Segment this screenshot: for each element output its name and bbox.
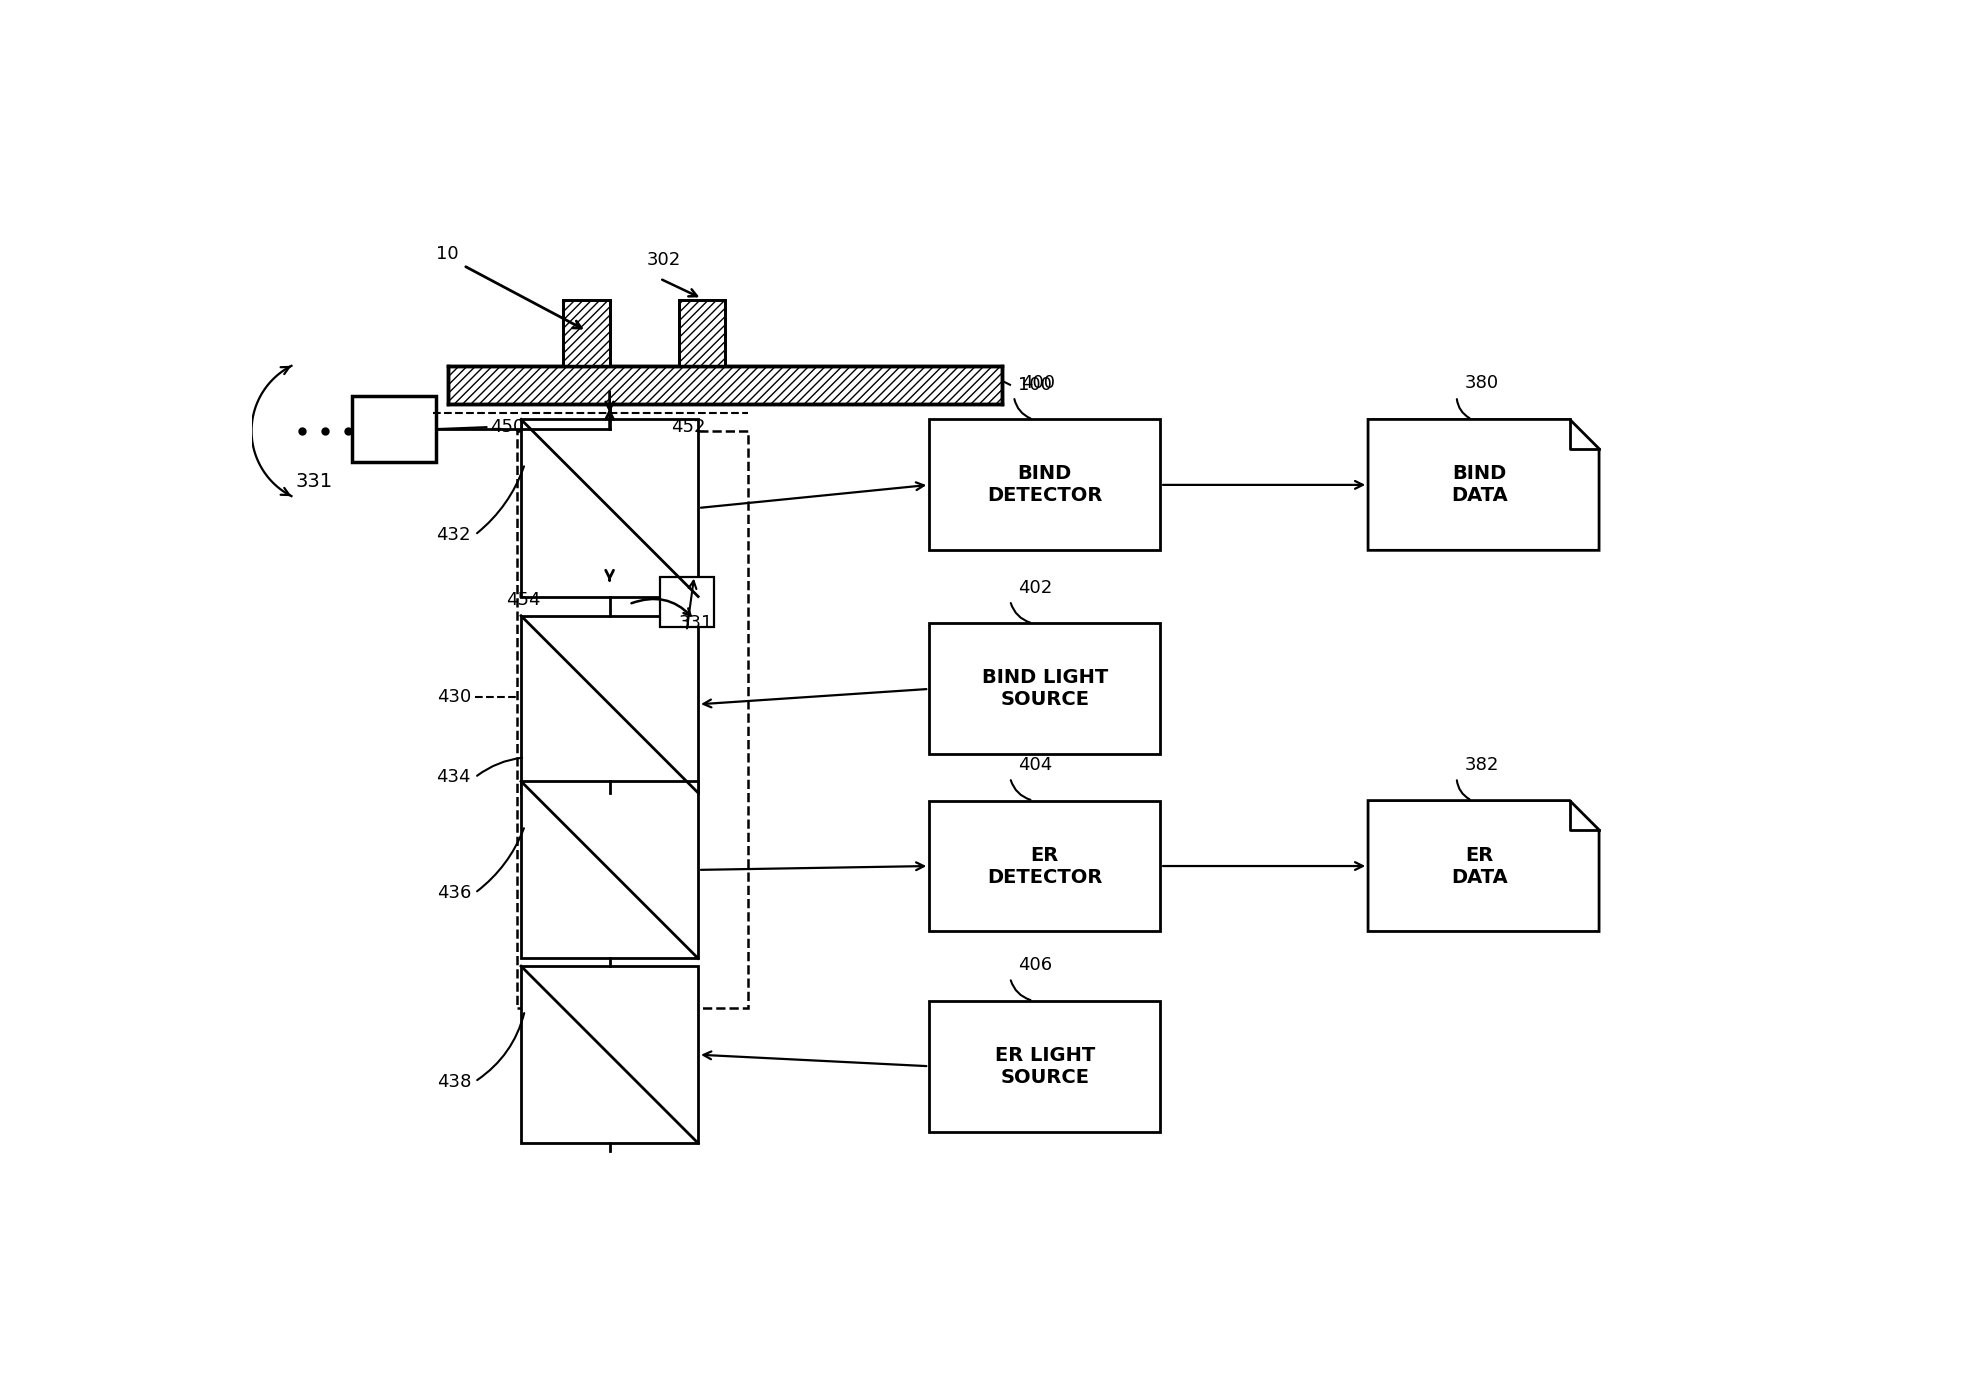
Text: 10: 10 — [436, 244, 460, 263]
Text: 380: 380 — [1464, 374, 1498, 393]
Text: ER
DETECTOR: ER DETECTOR — [986, 845, 1103, 887]
Text: 400: 400 — [1022, 374, 1056, 393]
Text: 454: 454 — [505, 591, 541, 609]
Text: BIND
DETECTOR: BIND DETECTOR — [986, 464, 1103, 506]
Text: 302: 302 — [647, 251, 681, 270]
Text: 404: 404 — [1018, 756, 1052, 774]
Text: 100: 100 — [1018, 376, 1052, 394]
Text: 382: 382 — [1464, 756, 1499, 774]
Text: 434: 434 — [436, 768, 472, 787]
Text: 438: 438 — [436, 1073, 472, 1091]
Text: BIND
DATA: BIND DATA — [1452, 464, 1507, 506]
Text: 331: 331 — [679, 615, 714, 633]
Bar — [521, 616, 698, 793]
Text: 436: 436 — [436, 884, 472, 902]
Text: 452: 452 — [671, 418, 706, 436]
Text: 450: 450 — [489, 418, 525, 436]
Text: 331: 331 — [296, 472, 331, 490]
Bar — [351, 397, 436, 462]
Polygon shape — [1367, 419, 1598, 550]
Text: 402: 402 — [1018, 578, 1052, 597]
Bar — [679, 300, 726, 366]
Bar — [521, 419, 698, 597]
Bar — [929, 800, 1160, 932]
Bar — [517, 432, 748, 1009]
Text: 432: 432 — [436, 525, 472, 543]
Bar — [929, 623, 1160, 754]
Bar — [659, 577, 714, 627]
Text: ER
DATA: ER DATA — [1452, 845, 1507, 887]
Bar — [929, 1000, 1160, 1132]
Text: ER LIGHT
SOURCE: ER LIGHT SOURCE — [994, 1046, 1095, 1087]
Bar — [521, 967, 698, 1143]
Bar — [564, 300, 610, 366]
Bar — [521, 781, 698, 958]
Text: BIND LIGHT
SOURCE: BIND LIGHT SOURCE — [981, 668, 1107, 710]
Bar — [448, 366, 1002, 404]
Polygon shape — [1367, 800, 1598, 932]
Text: 430: 430 — [436, 687, 472, 705]
Bar — [929, 419, 1160, 550]
Text: 406: 406 — [1018, 956, 1052, 974]
